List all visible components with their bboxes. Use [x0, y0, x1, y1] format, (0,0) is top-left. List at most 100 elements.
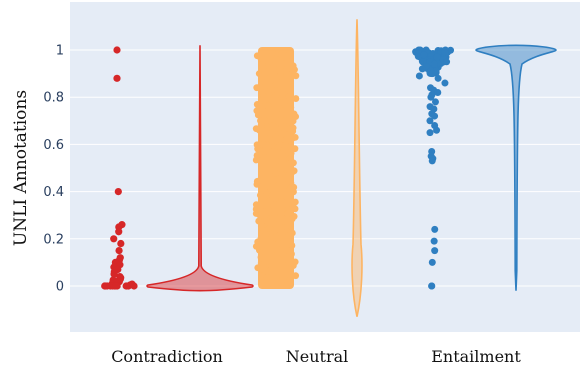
neutral-point	[256, 191, 264, 199]
neutral-point	[277, 72, 284, 80]
neutral-point	[287, 183, 295, 191]
neutral-point	[285, 247, 292, 255]
neutral-point	[291, 199, 298, 206]
neutral-point	[278, 197, 286, 205]
neutral-point	[278, 50, 286, 58]
neutral-point	[289, 117, 297, 125]
y-tick-label-3: 0.6	[43, 138, 64, 153]
contradiction-point	[113, 46, 121, 54]
entailment-point	[434, 74, 442, 82]
entailment-point	[431, 247, 439, 255]
neutral-point	[253, 151, 261, 159]
entailment-point	[415, 46, 423, 54]
neutral-point	[279, 107, 287, 115]
neutral-point	[273, 56, 280, 63]
neutral-point	[265, 207, 272, 214]
neutral-point	[291, 133, 299, 141]
neutral-point	[275, 239, 283, 247]
neutral-point	[260, 227, 268, 235]
neutral-point	[281, 117, 289, 124]
entailment-point	[427, 93, 435, 101]
neutral-point	[291, 258, 299, 266]
contradiction-point	[112, 282, 120, 290]
neutral-point	[269, 122, 276, 130]
neutral-point	[255, 126, 263, 134]
neutral-point	[256, 211, 264, 219]
neutral-point	[284, 210, 292, 218]
neutral-point	[270, 167, 278, 174]
neutral-point	[266, 95, 274, 102]
entailment-point	[430, 237, 438, 245]
neutral-point	[278, 164, 285, 172]
neutral-point	[286, 276, 294, 284]
entailment-point	[433, 53, 441, 61]
neutral-point	[260, 140, 267, 148]
entailment-point	[428, 157, 436, 165]
contradiction-point	[113, 74, 121, 82]
entailment-point	[431, 98, 439, 106]
entailment-point	[414, 52, 422, 60]
neutral-point	[292, 95, 300, 102]
neutral-point	[280, 235, 288, 243]
neutral-point	[271, 113, 279, 120]
contradiction-point	[110, 235, 118, 243]
neutral-point	[274, 248, 282, 256]
entailment-point	[426, 117, 434, 125]
neutral-point	[253, 101, 261, 108]
contradiction-point	[115, 228, 123, 236]
contradiction-point	[110, 270, 118, 278]
x-axis-categories: Contradiction Neutral Entailment	[111, 347, 521, 366]
x-tick-label-entailment: Entailment	[431, 347, 521, 366]
entailment-point	[420, 51, 428, 59]
grid	[70, 49, 580, 287]
neutral-point	[274, 88, 282, 96]
entailment-point	[426, 129, 434, 137]
y-axis-ticks: 0 0.2 0.4 0.6 0.8 1	[43, 44, 64, 295]
y-tick-label-0: 0	[56, 280, 64, 295]
neutral-point	[270, 64, 277, 72]
neutral-point	[263, 257, 271, 265]
series-neutral	[252, 19, 363, 317]
neutral-point	[277, 131, 285, 139]
entailment-point	[433, 126, 441, 134]
neutral-point	[266, 197, 273, 205]
neutral-point	[258, 265, 265, 273]
contradiction-point	[115, 247, 123, 255]
neutral-point	[269, 182, 277, 190]
neutral-point	[268, 233, 276, 241]
y-axis-title: UNLI Annotations	[11, 90, 31, 246]
neutral-point	[283, 223, 291, 230]
entailment-point	[441, 79, 449, 87]
entailment-point	[428, 70, 436, 78]
y-tick-label-2: 0.4	[43, 185, 64, 200]
neutral-point	[272, 157, 280, 165]
neutral-point	[255, 70, 263, 78]
entailment-point	[430, 60, 438, 68]
contradiction-point	[117, 239, 125, 248]
neutral-point	[288, 215, 296, 223]
neutral-point	[264, 102, 272, 110]
neutral-point	[288, 144, 295, 152]
neutral-point	[253, 178, 261, 185]
entailment-point	[431, 112, 439, 120]
contradiction-point	[114, 188, 122, 196]
neutral-point	[272, 133, 280, 141]
neutral-point	[286, 133, 293, 141]
series-contradiction	[101, 45, 254, 292]
neutral-point	[287, 103, 295, 111]
neutral-point	[282, 174, 290, 182]
neutral-point	[265, 67, 272, 75]
entailment-point	[441, 48, 449, 56]
neutral-point	[253, 84, 261, 92]
neutral-point	[288, 242, 296, 249]
entailment-point	[415, 72, 423, 80]
x-tick-label-contradiction: Contradiction	[111, 347, 223, 366]
neutral-point	[253, 141, 261, 149]
neutral-point	[268, 48, 276, 56]
entailment-point	[434, 88, 442, 96]
neutral-point	[270, 177, 277, 184]
entailment-violin	[475, 44, 557, 291]
neutral-point	[285, 86, 293, 94]
contradiction-point	[130, 282, 138, 290]
neutral-point	[291, 66, 298, 74]
